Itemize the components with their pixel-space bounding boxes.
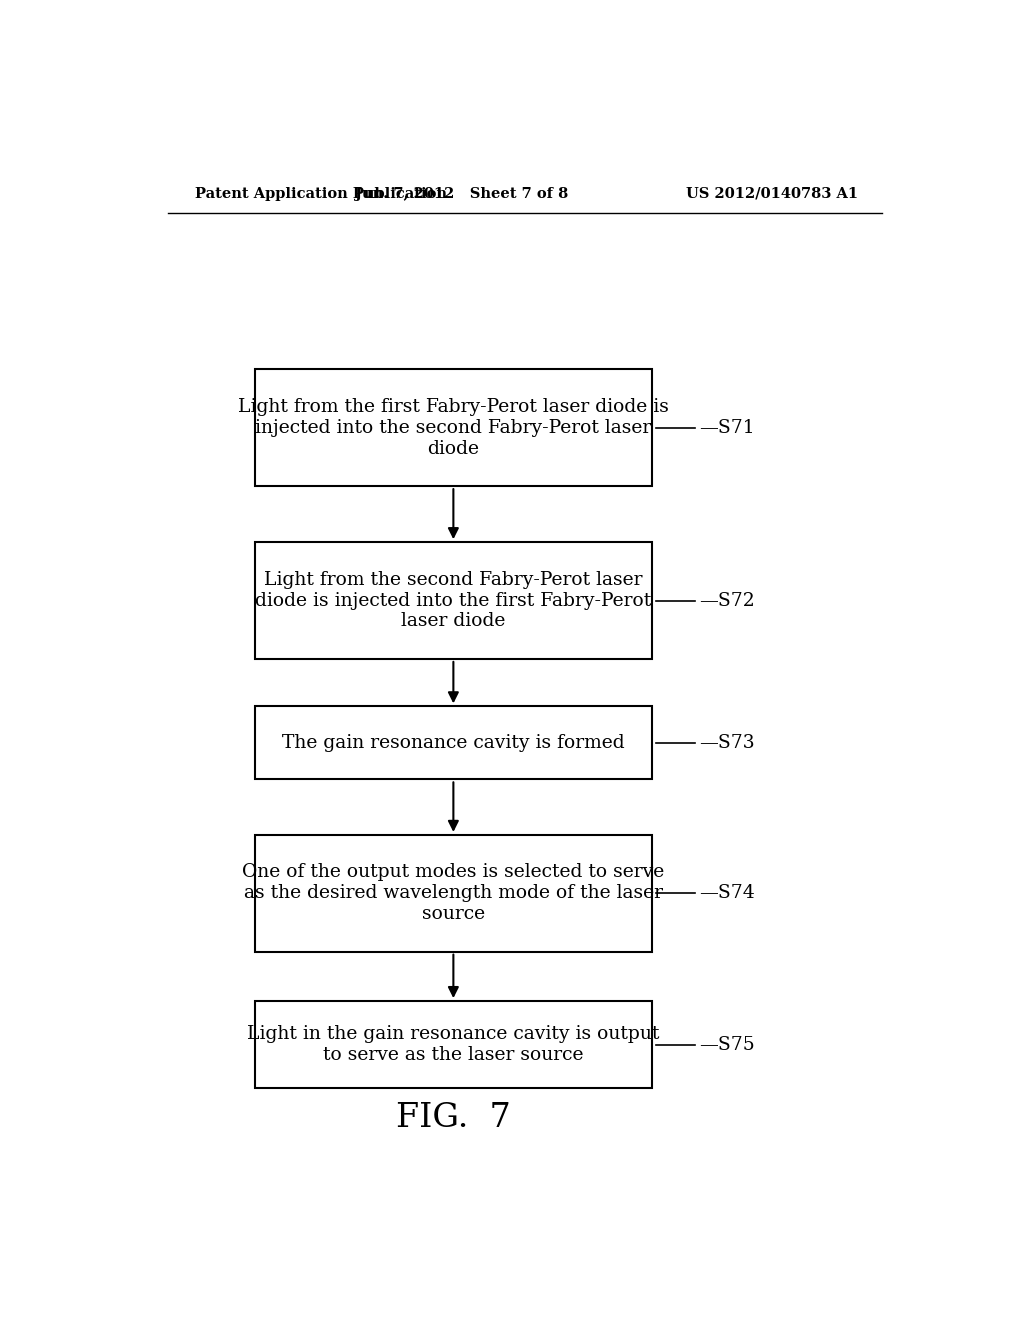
Text: Light from the second Fabry-Perot laser
diode is injected into the first Fabry-P: Light from the second Fabry-Perot laser …: [255, 570, 651, 631]
Text: —S71: —S71: [699, 418, 755, 437]
Text: Jun. 7, 2012   Sheet 7 of 8: Jun. 7, 2012 Sheet 7 of 8: [354, 187, 568, 201]
Text: —S75: —S75: [699, 1036, 755, 1053]
Text: Patent Application Publication: Patent Application Publication: [196, 187, 447, 201]
FancyBboxPatch shape: [255, 706, 651, 779]
Text: —S73: —S73: [699, 734, 755, 752]
Text: —S74: —S74: [699, 884, 755, 903]
Text: FIG.  7: FIG. 7: [396, 1102, 511, 1134]
FancyBboxPatch shape: [255, 370, 651, 486]
Text: —S72: —S72: [699, 591, 755, 610]
Text: US 2012/0140783 A1: US 2012/0140783 A1: [686, 187, 858, 201]
FancyBboxPatch shape: [255, 543, 651, 659]
FancyBboxPatch shape: [255, 834, 651, 952]
Text: One of the output modes is selected to serve
as the desired wavelength mode of t: One of the output modes is selected to s…: [243, 863, 665, 923]
Text: Light in the gain resonance cavity is output
to serve as the laser source: Light in the gain resonance cavity is ou…: [247, 1026, 659, 1064]
Text: The gain resonance cavity is formed: The gain resonance cavity is formed: [282, 734, 625, 752]
FancyBboxPatch shape: [255, 1001, 651, 1089]
Text: Light from the first Fabry-Perot laser diode is
injected into the second Fabry-P: Light from the first Fabry-Perot laser d…: [238, 397, 669, 458]
